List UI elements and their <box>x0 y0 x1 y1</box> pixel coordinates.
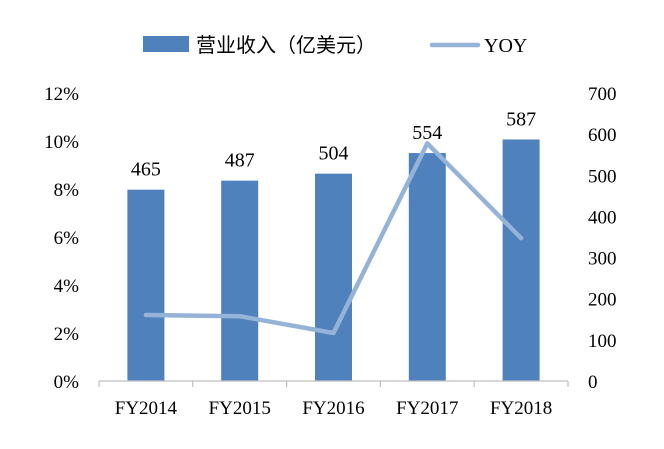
data-labels: 465 487 504 554 587 <box>131 108 536 180</box>
legend-label-bar: 营业收入（亿美元） <box>196 33 376 57</box>
bar-data-label: 587 <box>506 108 536 130</box>
right-axis-tick-label: 700 <box>588 84 617 105</box>
left-axis-tick-label: 4% <box>54 276 80 297</box>
bar <box>503 139 540 381</box>
right-axis-tick-label: 600 <box>588 125 617 146</box>
right-axis-tick-label: 500 <box>588 166 617 187</box>
right-axis-tick-label: 100 <box>588 331 617 352</box>
right-axis-tick-label: 200 <box>588 290 617 311</box>
x-axis-tick-label: FY2017 <box>396 398 458 419</box>
bar-data-label: 487 <box>225 150 255 172</box>
x-axis-tick-label: FY2015 <box>209 398 271 419</box>
left-axis-tick-label: 12% <box>44 84 79 105</box>
left-axis-tick-label: 6% <box>54 228 80 249</box>
bar-data-label: 554 <box>412 122 442 144</box>
right-axis: 0 100 200 300 400 500 600 700 <box>588 84 617 393</box>
legend-swatch-bar <box>143 36 189 52</box>
bar <box>315 174 352 381</box>
right-axis-tick-label: 0 <box>588 372 598 393</box>
bar <box>127 190 164 381</box>
bar-data-label: 504 <box>319 143 349 165</box>
bar-series <box>127 139 539 381</box>
left-axis-tick-label: 10% <box>44 132 79 153</box>
left-axis-tick-label: 2% <box>54 324 80 345</box>
x-axis-tick-label: FY2018 <box>490 398 552 419</box>
bar <box>409 153 446 381</box>
x-axis: FY2014 FY2015 FY2016 FY2017 FY2018 <box>99 381 568 419</box>
right-axis-tick-label: 400 <box>588 207 617 228</box>
bar-data-label: 465 <box>131 159 161 181</box>
right-axis-tick-label: 300 <box>588 249 617 270</box>
left-axis: 0% 2% 4% 6% 8% 10% 12% <box>44 84 79 393</box>
x-axis-tick-label: FY2016 <box>302 398 364 419</box>
left-axis-tick-label: 8% <box>54 180 80 201</box>
x-axis-tick-label: FY2014 <box>115 398 178 419</box>
legend: 营业收入（亿美元） YOY <box>143 33 527 57</box>
legend-label-line: YOY <box>484 35 527 57</box>
bar <box>221 181 258 381</box>
left-axis-tick-label: 0% <box>54 372 80 393</box>
